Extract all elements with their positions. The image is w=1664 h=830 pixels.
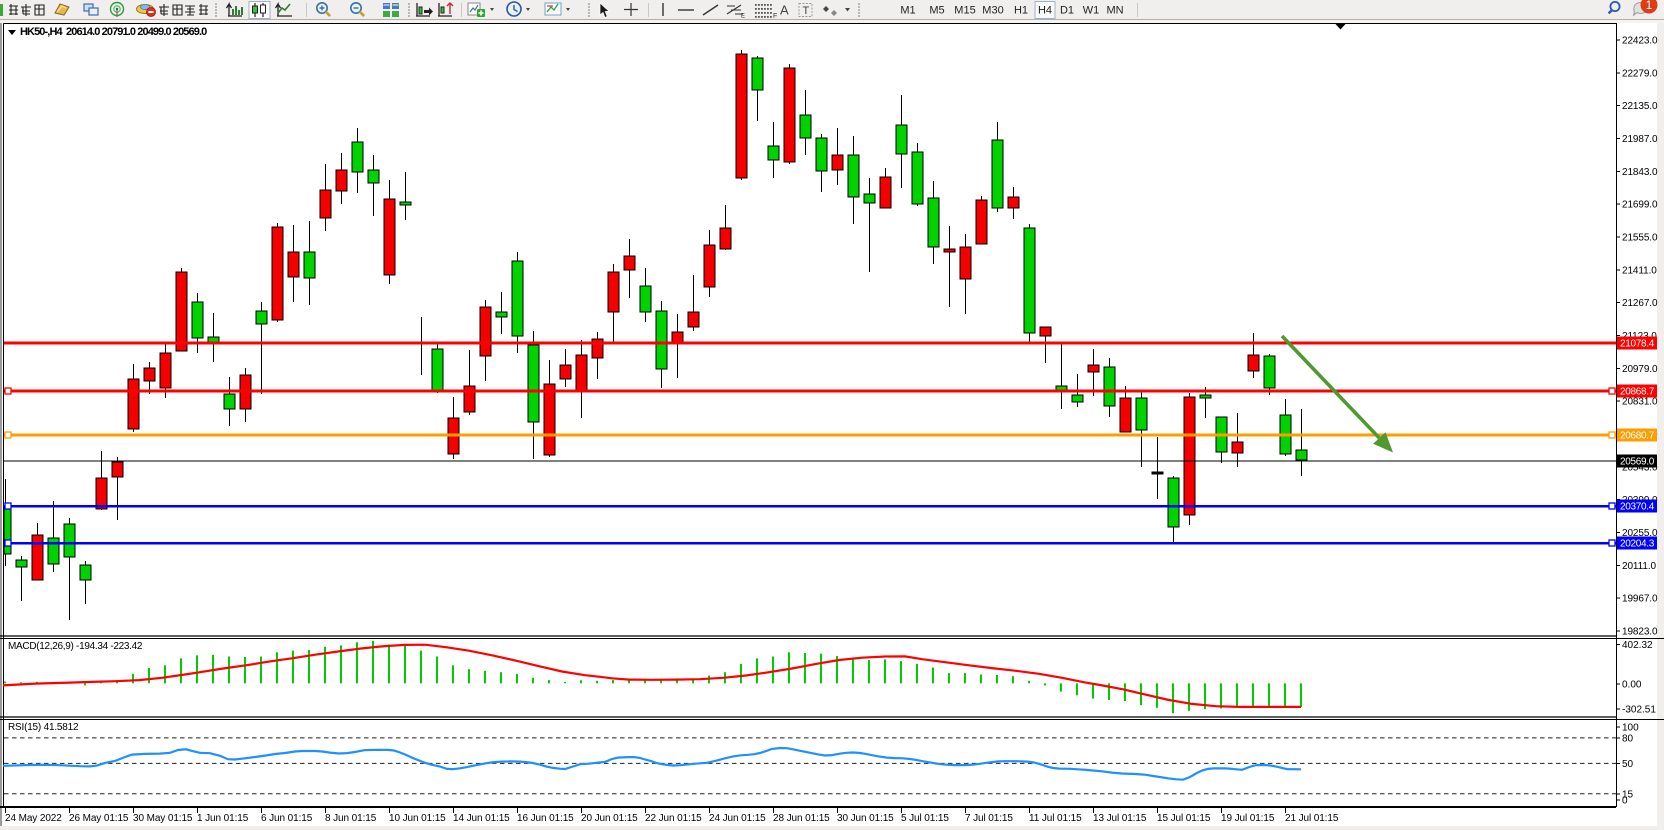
svg-text:M1: M1 xyxy=(900,5,915,17)
svg-text:MACD(12,26,9) -194.34 -223.42: MACD(12,26,9) -194.34 -223.42 xyxy=(8,641,143,652)
svg-text:1: 1 xyxy=(1646,0,1653,12)
svg-text:402.32: 402.32 xyxy=(1622,640,1653,651)
svg-text:21267.0: 21267.0 xyxy=(1622,298,1658,309)
svg-text:14 Jun 01:15: 14 Jun 01:15 xyxy=(453,813,510,824)
svg-text:H4: H4 xyxy=(1038,5,1052,17)
svg-text:RSI(15) 41.5812: RSI(15) 41.5812 xyxy=(8,722,79,733)
svg-text:21411.0: 21411.0 xyxy=(1622,265,1657,276)
svg-text:D1: D1 xyxy=(1060,5,1074,17)
svg-text:5 Jul 01:15: 5 Jul 01:15 xyxy=(901,813,949,824)
svg-text:22135.0: 22135.0 xyxy=(1622,101,1658,112)
svg-text:21555.0: 21555.0 xyxy=(1622,232,1658,243)
svg-text:M15: M15 xyxy=(954,5,975,17)
svg-text:1 Jun 01:15: 1 Jun 01:15 xyxy=(197,813,249,824)
svg-text:F: F xyxy=(773,13,777,20)
svg-text:24 May 2022: 24 May 2022 xyxy=(5,813,62,824)
svg-text:19 Jul 01:15: 19 Jul 01:15 xyxy=(1221,813,1275,824)
svg-text:20569.0: 20569.0 xyxy=(1620,457,1655,468)
svg-text:15: 15 xyxy=(1622,790,1634,801)
svg-text:19967.0: 19967.0 xyxy=(1622,594,1658,605)
svg-text:30 May 01:15: 30 May 01:15 xyxy=(133,813,193,824)
svg-text:16 Jun 01:15: 16 Jun 01:15 xyxy=(517,813,574,824)
svg-text:20868.7: 20868.7 xyxy=(1620,387,1655,398)
svg-text:0.00: 0.00 xyxy=(1622,679,1642,690)
svg-text:8 Jun 01:15: 8 Jun 01:15 xyxy=(325,813,377,824)
svg-text:20 Jun 01:15: 20 Jun 01:15 xyxy=(581,813,638,824)
svg-text:HK50-,H4 20614.0 20791.0 2049: HK50-,H4 20614.0 20791.0 20499.0 20569.0 xyxy=(20,26,207,38)
svg-text:6 Jun 01:15: 6 Jun 01:15 xyxy=(261,813,313,824)
svg-text:21843.0: 21843.0 xyxy=(1622,167,1658,178)
svg-text:100: 100 xyxy=(1622,722,1639,733)
svg-text:21 Jul 01:15: 21 Jul 01:15 xyxy=(1285,813,1339,824)
svg-text:-302.51: -302.51 xyxy=(1622,705,1656,716)
svg-text:20255.0: 20255.0 xyxy=(1622,528,1658,539)
svg-text:20680.7: 20680.7 xyxy=(1620,431,1655,442)
svg-text:20370.4: 20370.4 xyxy=(1620,502,1655,513)
svg-text:20979.0: 20979.0 xyxy=(1622,364,1658,375)
svg-text:80: 80 xyxy=(1622,733,1634,744)
svg-text:T: T xyxy=(803,5,810,17)
svg-text:10 Jun 01:15: 10 Jun 01:15 xyxy=(389,813,446,824)
svg-text:0: 0 xyxy=(1622,796,1628,807)
svg-text:21699.0: 21699.0 xyxy=(1622,200,1658,211)
svg-text:28 Jun 01:15: 28 Jun 01:15 xyxy=(773,813,830,824)
svg-text:H1: H1 xyxy=(1014,5,1028,17)
svg-text:13 Jul 01:15: 13 Jul 01:15 xyxy=(1093,813,1147,824)
svg-text:W1: W1 xyxy=(1083,5,1100,17)
svg-text:24 Jun 01:15: 24 Jun 01:15 xyxy=(709,813,766,824)
svg-text:26 May 01:15: 26 May 01:15 xyxy=(69,813,129,824)
svg-text:30 Jun 01:15: 30 Jun 01:15 xyxy=(837,813,894,824)
svg-text:22423.0: 22423.0 xyxy=(1622,36,1658,47)
svg-text:M30: M30 xyxy=(982,5,1003,17)
svg-text:20111.0: 20111.0 xyxy=(1622,561,1657,572)
svg-text:21987.0: 21987.0 xyxy=(1622,134,1658,145)
svg-text:15 Jul 01:15: 15 Jul 01:15 xyxy=(1157,813,1211,824)
svg-text:20543.0: 20543.0 xyxy=(1622,462,1658,473)
svg-text:22 Jun 01:15: 22 Jun 01:15 xyxy=(645,813,702,824)
svg-text:20831.0: 20831.0 xyxy=(1622,397,1658,408)
svg-text:22279.0: 22279.0 xyxy=(1622,68,1658,79)
svg-text:19823.0: 19823.0 xyxy=(1622,626,1658,637)
svg-text:A: A xyxy=(780,3,789,18)
svg-text:E: E xyxy=(741,14,745,20)
svg-text:MN: MN xyxy=(1106,5,1123,17)
svg-text:11 Jul 01:15: 11 Jul 01:15 xyxy=(1029,813,1082,824)
svg-text:21123.0: 21123.0 xyxy=(1622,331,1657,342)
svg-text:7 Jul 01:15: 7 Jul 01:15 xyxy=(965,813,1013,824)
svg-text:50: 50 xyxy=(1622,759,1634,770)
svg-text:21078.4: 21078.4 xyxy=(1620,339,1655,350)
svg-text:20204.3: 20204.3 xyxy=(1620,539,1655,550)
svg-text:M5: M5 xyxy=(929,5,944,17)
